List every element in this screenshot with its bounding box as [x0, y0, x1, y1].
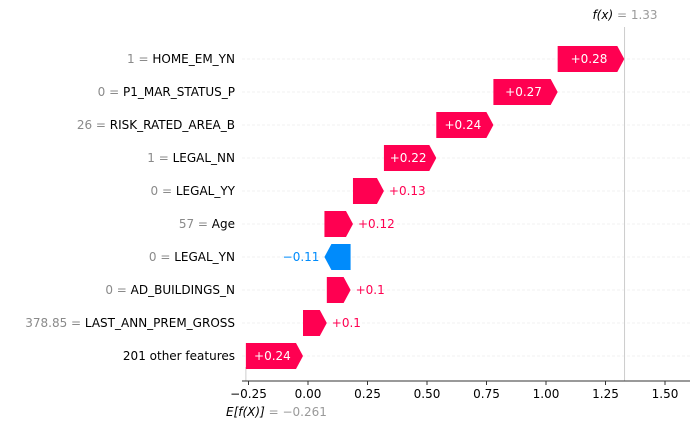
feature-label: 57 = Age — [179, 217, 235, 231]
x-tick-label: 1.50 — [652, 387, 679, 401]
fx-eq: = — [613, 8, 631, 22]
x-tick-label: 0.75 — [473, 387, 500, 401]
bar-value-label: +0.24 — [444, 118, 481, 132]
efx-value: −0.261 — [282, 405, 326, 419]
contribution-bars: +0.28 +0.27 +0.24 +0.22 +0.13 +0.12 −0.11 +0.1 +… — [245, 46, 625, 369]
contribution-bar — [436, 112, 494, 138]
feature-name: 201 other features — [123, 349, 235, 363]
x-axis: −0.25 0.00 0.25 0.50 0.75 1.00 1.25 1.50 — [230, 380, 690, 401]
fx-value: 1.33 — [631, 8, 658, 22]
bar-value-label: +0.1 — [332, 316, 361, 330]
feature-value: 378.85 = — [25, 316, 85, 330]
feature-value: 0 = — [149, 250, 174, 264]
contribution-bar — [383, 145, 437, 171]
feature-name: P1_MAR_STATUS_P — [123, 85, 235, 99]
feature-labels: 1 = HOME_EM_YN 0 = P1_MAR_STATUS_P 26 = RI… — [25, 52, 235, 363]
feature-name: LEGAL_NN — [173, 151, 235, 165]
feature-name: RISK_RATED_AREA_B — [110, 118, 235, 132]
feature-label: 201 other features — [123, 349, 235, 363]
feature-value: 0 = — [98, 85, 123, 99]
feature-label: 0 = AD_BUILDINGS_N — [105, 283, 235, 297]
feature-value: 0 = — [105, 283, 130, 297]
bar-value-label: +0.1 — [356, 283, 385, 297]
feature-value: 0 = — [151, 184, 176, 198]
contribution-bar — [245, 343, 304, 369]
efx-annotation: E[f(X)] = −0.261 — [226, 405, 327, 419]
feature-name: LEGAL_YN — [174, 250, 235, 264]
x-tick-label: 1.25 — [592, 387, 619, 401]
feature-label: 0 = LEGAL_YN — [149, 250, 235, 264]
feature-name: AD_BUILDINGS_N — [131, 283, 235, 297]
feature-label: 26 = RISK_RATED_AREA_B — [77, 118, 235, 132]
bar-value-label: +0.24 — [254, 349, 291, 363]
feature-label: 378.85 = LAST_ANN_PREM_GROSS — [25, 316, 235, 330]
contribution-bar — [303, 310, 327, 336]
feature-label: 0 = P1_MAR_STATUS_P — [98, 85, 235, 99]
feature-value: 1 = — [147, 151, 172, 165]
bar-value-label: +0.28 — [571, 52, 608, 66]
contribution-bar — [557, 46, 625, 72]
feature-name: LEGAL_YY — [176, 184, 236, 198]
feature-name: LAST_ANN_PREM_GROSS — [85, 316, 235, 330]
efx-eq: = — [265, 405, 283, 419]
grid-lines — [242, 27, 690, 381]
contribution-bar — [324, 211, 353, 237]
bar-value-label: +0.12 — [358, 217, 395, 231]
feature-value: 1 = — [127, 52, 152, 66]
contribution-bar — [324, 244, 351, 270]
x-tick-label: −0.25 — [230, 387, 267, 401]
bar-value-label: +0.13 — [389, 184, 426, 198]
annotations: f(x) = 1.33 E[f(X)] = −0.261 — [226, 8, 658, 419]
bar-value-label: +0.27 — [505, 85, 542, 99]
contribution-bar — [352, 178, 384, 204]
x-tick-label: 0.50 — [414, 387, 441, 401]
fx-annotation: f(x) = 1.33 — [592, 8, 657, 22]
feature-label: 1 = HOME_EM_YN — [127, 52, 235, 66]
fx-symbol: f(x) — [592, 8, 613, 22]
feature-label: 1 = LEGAL_NN — [147, 151, 235, 165]
bar-value-label: −0.11 — [283, 250, 320, 264]
feature-name: Age — [212, 217, 235, 231]
contribution-bar — [493, 79, 558, 105]
feature-label: 0 = LEGAL_YY — [151, 184, 236, 198]
feature-name: HOME_EM_YN — [152, 52, 235, 66]
x-tick-label: 1.00 — [533, 387, 560, 401]
x-tick-label: 0.00 — [295, 387, 322, 401]
bar-value-label: +0.22 — [390, 151, 427, 165]
contribution-bar — [326, 277, 351, 303]
efx-symbol: E[f(X)] — [226, 405, 265, 419]
x-tick-label: 0.25 — [354, 387, 381, 401]
feature-value: 57 = — [179, 217, 212, 231]
feature-value: 26 = — [77, 118, 110, 132]
